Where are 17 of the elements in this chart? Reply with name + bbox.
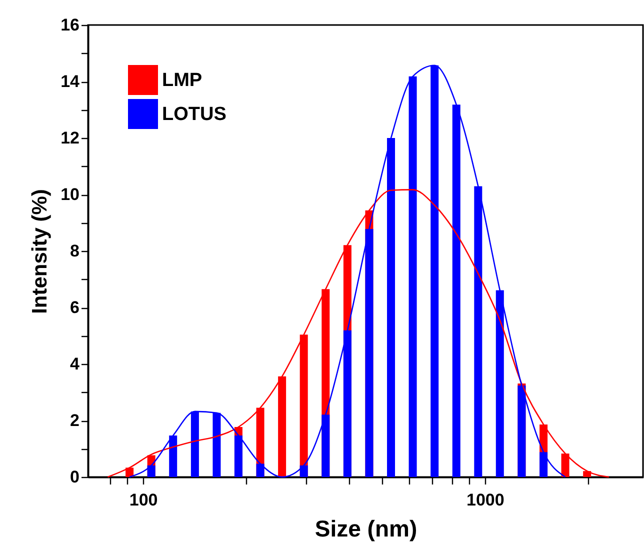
x-tick-label: 1000	[466, 490, 504, 510]
y-tick-label: 16	[60, 16, 80, 34]
y-axis-title: Intensity (%)	[28, 189, 52, 314]
y-tick-label: 14	[60, 72, 80, 91]
legend-label: LMP	[162, 70, 202, 91]
x-tick-label: 100	[129, 490, 158, 510]
y-tick-label: 2	[70, 411, 80, 430]
y-tick-label: 6	[70, 298, 80, 317]
x-axis-title: Size (nm)	[314, 516, 418, 542]
line-series	[128, 64, 566, 478]
y-tick-label: 0	[70, 468, 80, 486]
legend-label: LOTUS	[162, 104, 226, 125]
y-tick-label: 8	[70, 242, 80, 260]
y-tick-label: 10	[60, 185, 80, 204]
y-tick-label: 12	[60, 128, 80, 148]
y-tick-label: 4	[70, 354, 80, 374]
line-series	[107, 189, 610, 478]
